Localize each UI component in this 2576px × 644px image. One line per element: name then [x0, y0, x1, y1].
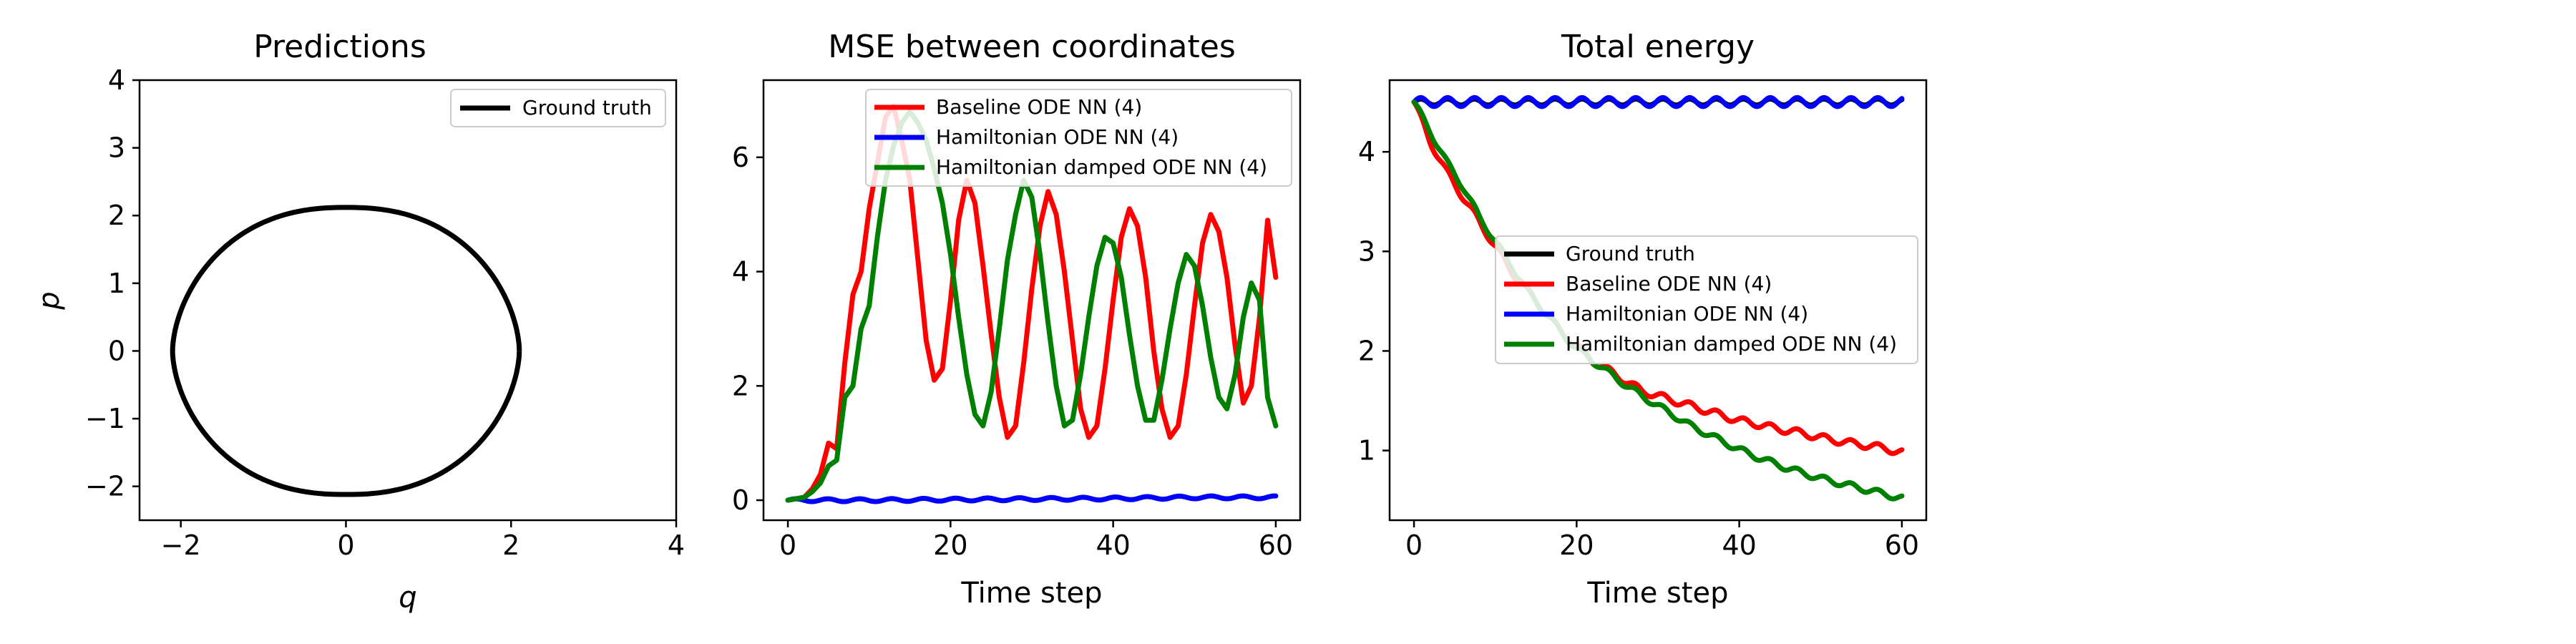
- predictions-y-tick-label: 1: [108, 268, 125, 299]
- predictions-y-ticks: −2 −1 0 1 2 3 4: [85, 64, 140, 502]
- mse-panel: MSE between coordinates 0 20 40 60 0 2 4 6 Tim…: [732, 29, 1302, 610]
- predictions-x-tick-label: 4: [668, 530, 685, 561]
- mse-x-label: Time step: [960, 577, 1102, 610]
- predictions-x-ticks: −2 0 2 4: [161, 520, 685, 561]
- mse-y-ticks: 0 2 4 6: [732, 142, 763, 516]
- predictions-y-label: p: [33, 291, 66, 310]
- legend-label-energy-baseline: Baseline ODE NN (4): [1566, 272, 1772, 296]
- predictions-panel: Predictions −2 0 2 4 −2 −1 0 1 2 3 4 q p Ground t…: [33, 29, 685, 614]
- legend-label-hamiltonian: Hamiltonian ODE NN (4): [936, 125, 1179, 149]
- predictions-y-tick-label: −2: [85, 471, 125, 502]
- mse-y-tick-label: 6: [732, 142, 749, 173]
- energy-x-ticks: 0 20 40 60: [1405, 520, 1919, 561]
- energy-x-tick-label: 40: [1722, 530, 1756, 561]
- predictions-x-label: q: [399, 581, 416, 614]
- predictions-y-tick-label: 4: [108, 64, 125, 96]
- energy-y-tick-label: 4: [1358, 136, 1375, 167]
- energy-legend: Ground truth Baseline ODE NN (4) Hamilto…: [1495, 235, 1918, 364]
- predictions-y-tick-label: 3: [108, 132, 125, 164]
- energy-legend-box: [1495, 235, 1918, 364]
- mse-x-tick-label: 20: [933, 530, 967, 561]
- energy-series-hamiltonian-ode-nn-4: [1411, 94, 1905, 109]
- energy-x-tick-label: 20: [1559, 530, 1594, 561]
- mse-y-tick-label: 4: [732, 256, 749, 288]
- energy-y-tick-label: 1: [1358, 435, 1375, 467]
- mse-y-tick-label: 2: [732, 370, 749, 401]
- energy-y-tick-label: 3: [1358, 235, 1375, 267]
- energy-x-tick-label: 60: [1885, 530, 1919, 561]
- mse-x-tick-label: 40: [1096, 530, 1130, 561]
- predictions-legend-box: [450, 89, 666, 127]
- legend-label-energy-ground-truth: Ground truth: [1566, 242, 1695, 265]
- energy-y-ticks: 1 2 3 4: [1358, 136, 1390, 467]
- mse-y-tick-label: 0: [732, 484, 749, 516]
- mse-title: MSE between coordinates: [828, 29, 1236, 65]
- legend-label-baseline: Baseline ODE NN (4): [936, 95, 1142, 119]
- predictions-x-tick-label: 0: [337, 530, 354, 561]
- mse-series-hamiltonian-ode-nn-4: [785, 493, 1279, 504]
- mse-x-ticks: 0 20 40 60: [779, 520, 1293, 561]
- mse-x-tick-label: 60: [1259, 530, 1293, 561]
- mse-legend-box: [865, 89, 1292, 187]
- legend-label-energy-hamiltonian-damped: Hamiltonian damped ODE NN (4): [1566, 332, 1897, 356]
- energy-y-tick-label: 2: [1358, 335, 1375, 366]
- predictions-plot-area: [170, 205, 522, 497]
- predictions-x-tick-label: 2: [502, 530, 519, 561]
- energy-x-label: Time step: [1586, 577, 1728, 610]
- mse-legend: Baseline ODE NN (4) Hamiltonian ODE NN (…: [865, 89, 1292, 187]
- energy-axes-frame: [1388, 79, 1928, 522]
- legend-label-ground-truth: Ground truth: [522, 96, 652, 119]
- legend-label-energy-hamiltonian: Hamiltonian ODE NN (4): [1566, 302, 1808, 326]
- predictions-series-ground-truth: [170, 205, 522, 497]
- predictions-title: Predictions: [253, 29, 426, 65]
- predictions-x-tick-label: −2: [161, 530, 201, 561]
- mse-axes-frame: [762, 79, 1302, 522]
- predictions-legend: Ground truth: [450, 89, 666, 127]
- energy-x-tick-label: 0: [1405, 530, 1423, 561]
- legend-label-hamiltonian-damped: Hamiltonian damped ODE NN (4): [936, 155, 1267, 179]
- predictions-y-tick-label: −1: [85, 403, 125, 434]
- predictions-y-tick-label: 0: [108, 335, 125, 366]
- mse-series-hamiltonian-damped-ode-nn-4: [785, 109, 1279, 503]
- energy-title: Total energy: [1561, 29, 1755, 65]
- predictions-axes-frame: [138, 79, 678, 522]
- energy-panel: Total energy 0 20 40 60 1 2 3 4 Time step Grou…: [1358, 29, 1928, 610]
- mse-x-tick-label: 0: [779, 530, 796, 561]
- predictions-y-tick-label: 2: [108, 200, 125, 231]
